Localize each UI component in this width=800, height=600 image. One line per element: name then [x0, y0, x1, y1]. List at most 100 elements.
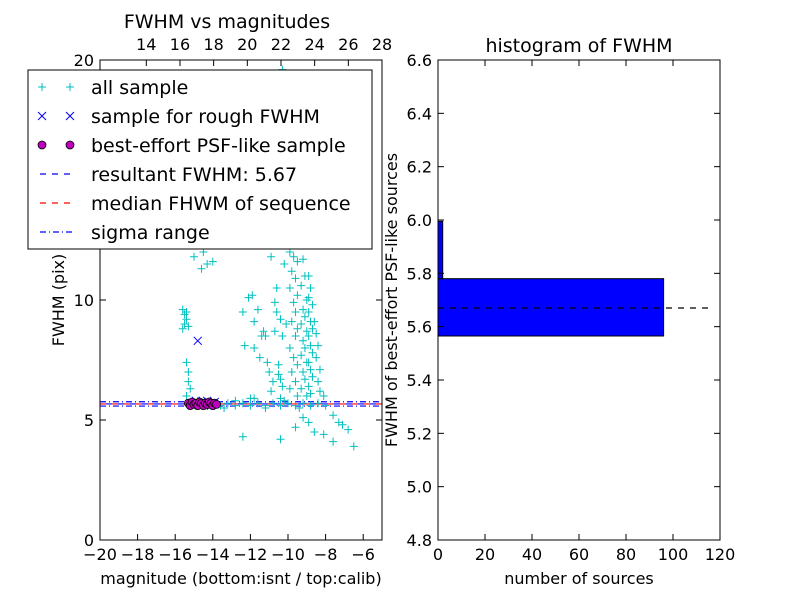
all-sample-point	[304, 293, 313, 302]
histogram-panel: 0 20 40 60 80 100 120 4.8 5.0 5.2 5.4 5.6 5.8 6.0 6.2 6…	[382, 35, 735, 588]
all-sample-point	[310, 317, 319, 326]
all-sample-point	[329, 437, 338, 446]
hist-y-tick-label: 4.8	[407, 531, 432, 550]
legend-label: sample for rough FWHM	[91, 106, 320, 128]
all-sample-point	[338, 420, 347, 429]
x-tick-label: −16	[158, 545, 192, 564]
all-sample-point	[306, 389, 315, 398]
x-tick-label: −10	[271, 545, 305, 564]
x-tick-label: −18	[121, 545, 155, 564]
all-sample-point	[308, 324, 317, 333]
all-sample-point	[289, 298, 298, 307]
all-sample-point	[297, 351, 306, 360]
all-sample-point	[203, 260, 212, 268]
hist-x-tick-label: 40	[522, 545, 542, 564]
scatter-x-axis-title: magnitude (bottom:isnt / top:calib)	[100, 569, 381, 588]
all-sample-point	[304, 308, 313, 316]
all-sample-point	[280, 260, 289, 268]
legend-marker	[65, 111, 75, 121]
hist-x-tick-label: 100	[658, 545, 689, 564]
legend-marker	[37, 111, 47, 121]
histogram-bar	[437, 278, 665, 337]
all-sample-point	[282, 320, 291, 328]
all-sample-point	[272, 284, 281, 292]
all-sample-point	[231, 396, 240, 405]
all-sample-point	[319, 430, 328, 439]
all-sample-point	[299, 413, 308, 422]
all-sample-point	[315, 387, 324, 396]
all-sample-point	[274, 360, 283, 369]
all-sample-point	[299, 305, 308, 314]
all-sample-point	[182, 392, 191, 400]
all-sample-point	[250, 344, 259, 352]
y-tick-label: 0	[84, 531, 94, 550]
all-sample-point	[197, 264, 206, 273]
legend-label: median FHWM of sequence	[91, 193, 351, 215]
all-sample-point	[261, 332, 270, 340]
histogram-x-axis-title: number of sources	[504, 569, 654, 588]
all-sample-point	[263, 358, 272, 367]
y-tick-label: 5	[84, 411, 94, 430]
all-sample-point	[278, 332, 287, 340]
histogram-bar	[437, 220, 444, 280]
hist-x-tick-label: 80	[616, 545, 636, 564]
top-x-tick-label: 14	[136, 35, 156, 54]
all-sample-point	[291, 308, 300, 316]
scatter-ticks: −20 −18 −16 −14 −12 −10 −8 −6 14 16 18 20 22 24 26 28 0 5…	[74, 35, 393, 564]
all-sample-point	[293, 360, 302, 369]
all-sample-point	[182, 315, 191, 324]
all-sample-point	[184, 368, 193, 376]
all-sample-point	[276, 315, 285, 324]
legend-label: sigma range	[91, 222, 210, 244]
all-sample-point	[291, 332, 300, 340]
all-sample-point	[291, 274, 300, 283]
all-sample-point	[300, 375, 309, 384]
all-sample-point	[315, 365, 324, 374]
hist-y-tick-label: 5.4	[407, 371, 432, 390]
hist-y-tick-label: 6.2	[407, 158, 432, 177]
all-sample-point	[297, 281, 306, 290]
x-tick-label: −12	[234, 545, 268, 564]
all-sample-point	[265, 368, 274, 376]
all-sample-point	[293, 291, 302, 300]
all-sample-point	[297, 384, 306, 393]
histogram-ticks: 0 20 40 60 80 100 120 4.8 5.0 5.2 5.4 5.6 5.8 6.0 6.2 6…	[407, 51, 736, 564]
all-sample-point	[314, 341, 323, 350]
all-sample-point	[293, 324, 302, 333]
all-sample-point	[267, 387, 276, 396]
all-sample-point	[287, 317, 296, 326]
top-x-tick-label: 20	[237, 35, 257, 54]
all-sample-point	[302, 327, 311, 336]
all-sample-point	[312, 353, 321, 362]
hist-y-tick-label: 6.6	[407, 51, 432, 70]
all-sample-point	[306, 401, 315, 410]
all-sample-point	[329, 411, 338, 420]
all-sample-point	[238, 308, 247, 316]
top-x-tick-label: 28	[372, 35, 392, 54]
all-sample-point	[270, 327, 279, 336]
all-sample-point	[304, 418, 313, 427]
all-sample-point	[268, 377, 277, 386]
all-sample-point	[349, 442, 358, 451]
all-sample-point	[289, 252, 298, 261]
all-sample-point	[267, 252, 276, 261]
all-sample-point	[300, 344, 309, 352]
all-sample-point	[238, 399, 247, 408]
hist-x-tick-label: 20	[475, 545, 495, 564]
all-sample-point	[297, 320, 306, 328]
histogram-title: histogram of FWHM	[485, 35, 672, 57]
all-sample-point	[314, 377, 323, 386]
all-sample-point	[274, 370, 283, 379]
all-sample-point	[293, 392, 302, 400]
all-sample-point	[184, 377, 193, 386]
all-sample-point	[319, 392, 328, 400]
legend-label: all sample	[91, 77, 188, 99]
all-sample-point	[208, 257, 217, 266]
all-sample-point	[285, 284, 294, 292]
all-sample-point	[253, 399, 262, 408]
top-x-tick-label: 16	[170, 35, 190, 54]
all-sample-point	[246, 401, 255, 410]
all-sample-point	[259, 327, 268, 336]
all-sample-point	[250, 317, 259, 326]
